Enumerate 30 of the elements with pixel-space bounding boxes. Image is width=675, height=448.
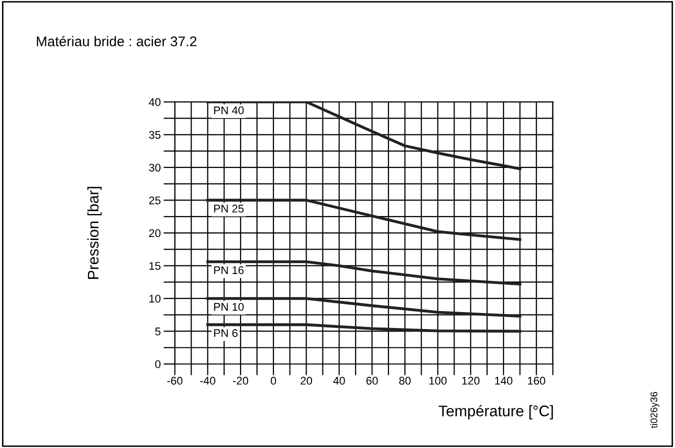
- x-tick-label: 120: [462, 376, 480, 385]
- y-tick-label: 15: [149, 262, 160, 270]
- series-label: PN 16: [214, 266, 244, 274]
- y-tick-label: 5: [155, 328, 160, 336]
- x-tick-label: 60: [366, 376, 378, 385]
- y-tick-label: 25: [149, 196, 160, 204]
- x-tick-label: 20: [300, 376, 312, 385]
- chart-title: Matériau bride : acier 37.2: [36, 36, 196, 46]
- y-tick-label: 10: [149, 294, 161, 303]
- y-tick-label: 35: [149, 130, 160, 139]
- text: ti026y36: [650, 392, 660, 428]
- x-axis-title: Température [°C]: [438, 404, 553, 420]
- series-label: PN 10: [214, 302, 244, 311]
- y-tick-label: 0: [155, 360, 160, 368]
- y-tick-label: 30: [149, 164, 161, 172]
- x-tick-label: 160: [528, 376, 546, 385]
- y-tick-label: 20: [149, 229, 161, 238]
- series-label: PN 6: [214, 329, 238, 338]
- series-label: PN 25: [214, 204, 244, 213]
- x-tick-label: -20: [233, 376, 248, 385]
- y-tick-label: 40: [148, 98, 161, 106]
- x-tick-label: -60: [167, 376, 182, 385]
- x-tick-label: -40: [200, 376, 216, 385]
- x-tick-label: 100: [429, 376, 447, 385]
- series-label: PN 40: [214, 106, 244, 114]
- x-tick-label: 80: [399, 376, 411, 385]
- y-axis-title: Pression [bar]: [87, 186, 102, 279]
- x-tick-label: 40: [333, 376, 345, 385]
- x-tick-label: 140: [495, 376, 512, 385]
- x-tick-label: 0: [270, 376, 276, 385]
